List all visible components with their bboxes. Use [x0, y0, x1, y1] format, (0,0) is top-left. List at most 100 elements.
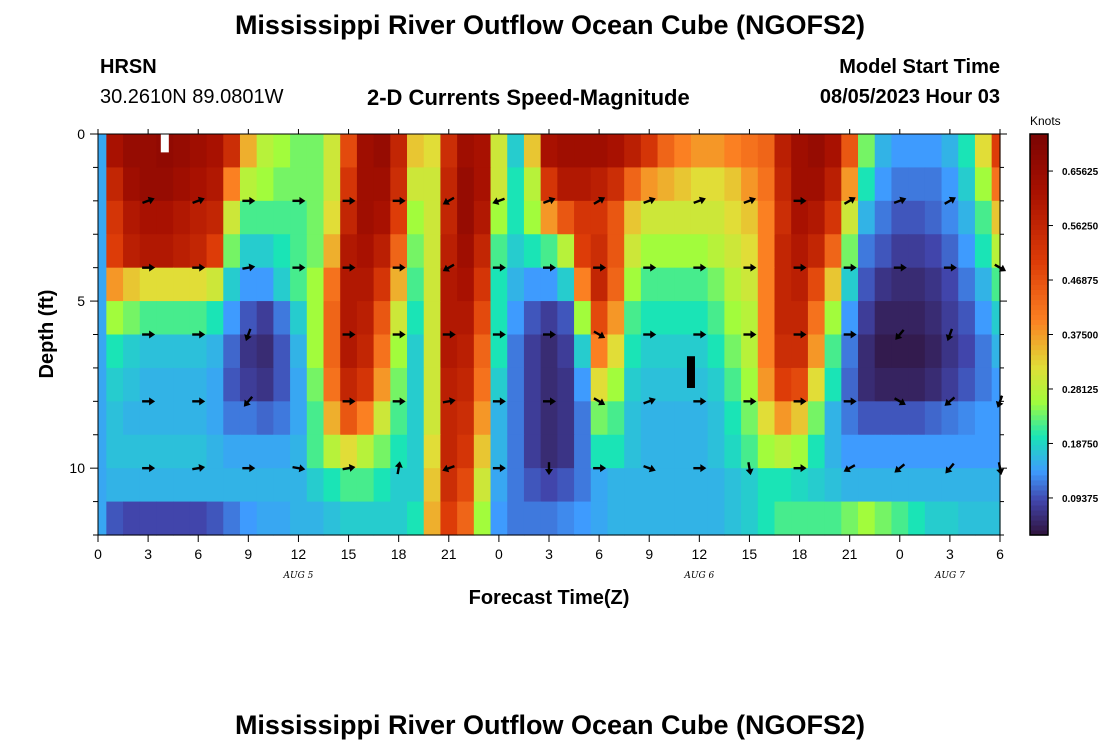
heatmap-cell — [774, 334, 792, 369]
heatmap-cell — [924, 501, 943, 536]
heatmap-cell — [891, 334, 909, 369]
heatmap-cell — [974, 367, 993, 402]
heatmap-cell — [407, 401, 425, 436]
current-arrow — [945, 328, 954, 342]
heatmap-cell — [807, 401, 826, 436]
colorbar-segment — [1030, 444, 1048, 451]
current-arrow — [192, 464, 206, 472]
heatmap-cell — [98, 468, 107, 503]
colorbar-segment — [1030, 219, 1048, 225]
heatmap-cell — [239, 134, 258, 169]
heatmap-cell — [557, 200, 575, 235]
heatmap-cell — [941, 501, 959, 536]
heatmap-cell — [239, 401, 258, 436]
heatmap-cell — [874, 501, 893, 536]
heatmap-cell — [306, 167, 325, 202]
x-tick-label: 12 — [692, 546, 708, 562]
heatmap-cell — [106, 200, 124, 235]
heatmap-cell — [390, 434, 408, 469]
colorbar-segment — [1030, 289, 1048, 295]
heatmap-cell — [791, 501, 809, 536]
heatmap-cell — [507, 267, 525, 302]
heatmap-cell — [356, 401, 375, 436]
colorbar-segment — [1030, 304, 1048, 311]
current-arrow — [893, 263, 907, 272]
colorbar-segment — [1030, 209, 1048, 215]
heatmap-cell — [807, 434, 826, 469]
colorbar-segment — [1030, 194, 1048, 200]
heatmap-cell — [507, 301, 525, 336]
current-arrow — [442, 263, 455, 272]
heatmap-cell — [941, 334, 959, 369]
heatmap-cell — [206, 167, 224, 202]
heatmap-cell — [540, 401, 558, 436]
current-arrow — [643, 397, 656, 405]
heatmap-cell — [807, 301, 826, 336]
heatmap-cell — [841, 301, 859, 336]
heatmap-cell — [941, 167, 959, 202]
heatmap-cell — [156, 234, 174, 269]
heatmap-cell — [908, 267, 926, 302]
colorbar-segment — [1030, 354, 1048, 361]
heatmap-cell — [306, 301, 325, 336]
current-arrow — [192, 397, 206, 406]
heatmap-cell — [407, 267, 425, 302]
heatmap-cell — [373, 267, 391, 302]
heatmap-cell — [791, 434, 809, 469]
heatmap-cell — [640, 434, 659, 469]
heatmap-cell — [724, 167, 742, 202]
heatmap-cell — [173, 134, 191, 169]
heatmap-cell — [390, 200, 408, 235]
colorbar-segment — [1030, 339, 1048, 346]
current-arrow — [843, 263, 857, 272]
heatmap-cell — [874, 367, 893, 402]
heatmap-cell — [690, 401, 709, 436]
heatmap-cell — [106, 434, 124, 469]
heatmap-cell — [607, 234, 625, 269]
date-label: AUG 7 — [934, 571, 965, 581]
heatmap-cell — [273, 367, 291, 402]
heatmap-cell — [640, 334, 659, 369]
heatmap-cell — [340, 200, 358, 235]
heatmap-cell — [473, 401, 492, 436]
heatmap-cell — [156, 468, 174, 503]
heatmap-cell — [891, 234, 909, 269]
heatmap-cell — [724, 334, 742, 369]
heatmap-cell — [407, 367, 425, 402]
x-tick-label: 0 — [896, 546, 904, 562]
heatmap-cell — [407, 301, 425, 336]
heatmap-cell — [858, 501, 876, 536]
heatmap-cell — [757, 200, 776, 235]
heatmap-cell — [223, 401, 241, 436]
current-arrow — [793, 330, 807, 339]
heatmap-cell — [507, 401, 525, 436]
heatmap-cell — [574, 334, 592, 369]
heatmap-cell — [156, 200, 174, 235]
heatmap-cell — [523, 434, 542, 469]
heatmap-cell — [807, 468, 826, 503]
heatmap-cell — [991, 134, 1001, 169]
current-arrow — [292, 263, 306, 272]
heatmap-cell — [457, 234, 475, 269]
heatmap-cell — [757, 367, 776, 402]
colorbar-segment — [1030, 159, 1048, 165]
heatmap-cell — [557, 501, 575, 536]
missing-value-marker — [686, 356, 695, 388]
heatmap-cell — [423, 134, 442, 169]
heatmap-cell — [156, 334, 174, 369]
colorbar-segment — [1030, 499, 1048, 506]
heatmap-cell — [523, 200, 542, 235]
heatmap-cell — [206, 267, 224, 302]
colorbar-segment — [1030, 364, 1048, 371]
heatmap-cell — [239, 468, 258, 503]
heatmap-cell — [189, 267, 208, 302]
colorbar-unit: Knots — [1030, 114, 1061, 128]
heatmap-cell — [941, 267, 959, 302]
heatmap-cell — [707, 234, 725, 269]
heatmap-cell — [807, 367, 826, 402]
heatmap-cell — [590, 134, 609, 169]
current-arrow — [943, 263, 957, 272]
heatmap-cell — [741, 167, 759, 202]
heatmap-cell — [423, 501, 442, 536]
model-start-value: 08/05/2023 Hour 03 — [819, 86, 1000, 108]
